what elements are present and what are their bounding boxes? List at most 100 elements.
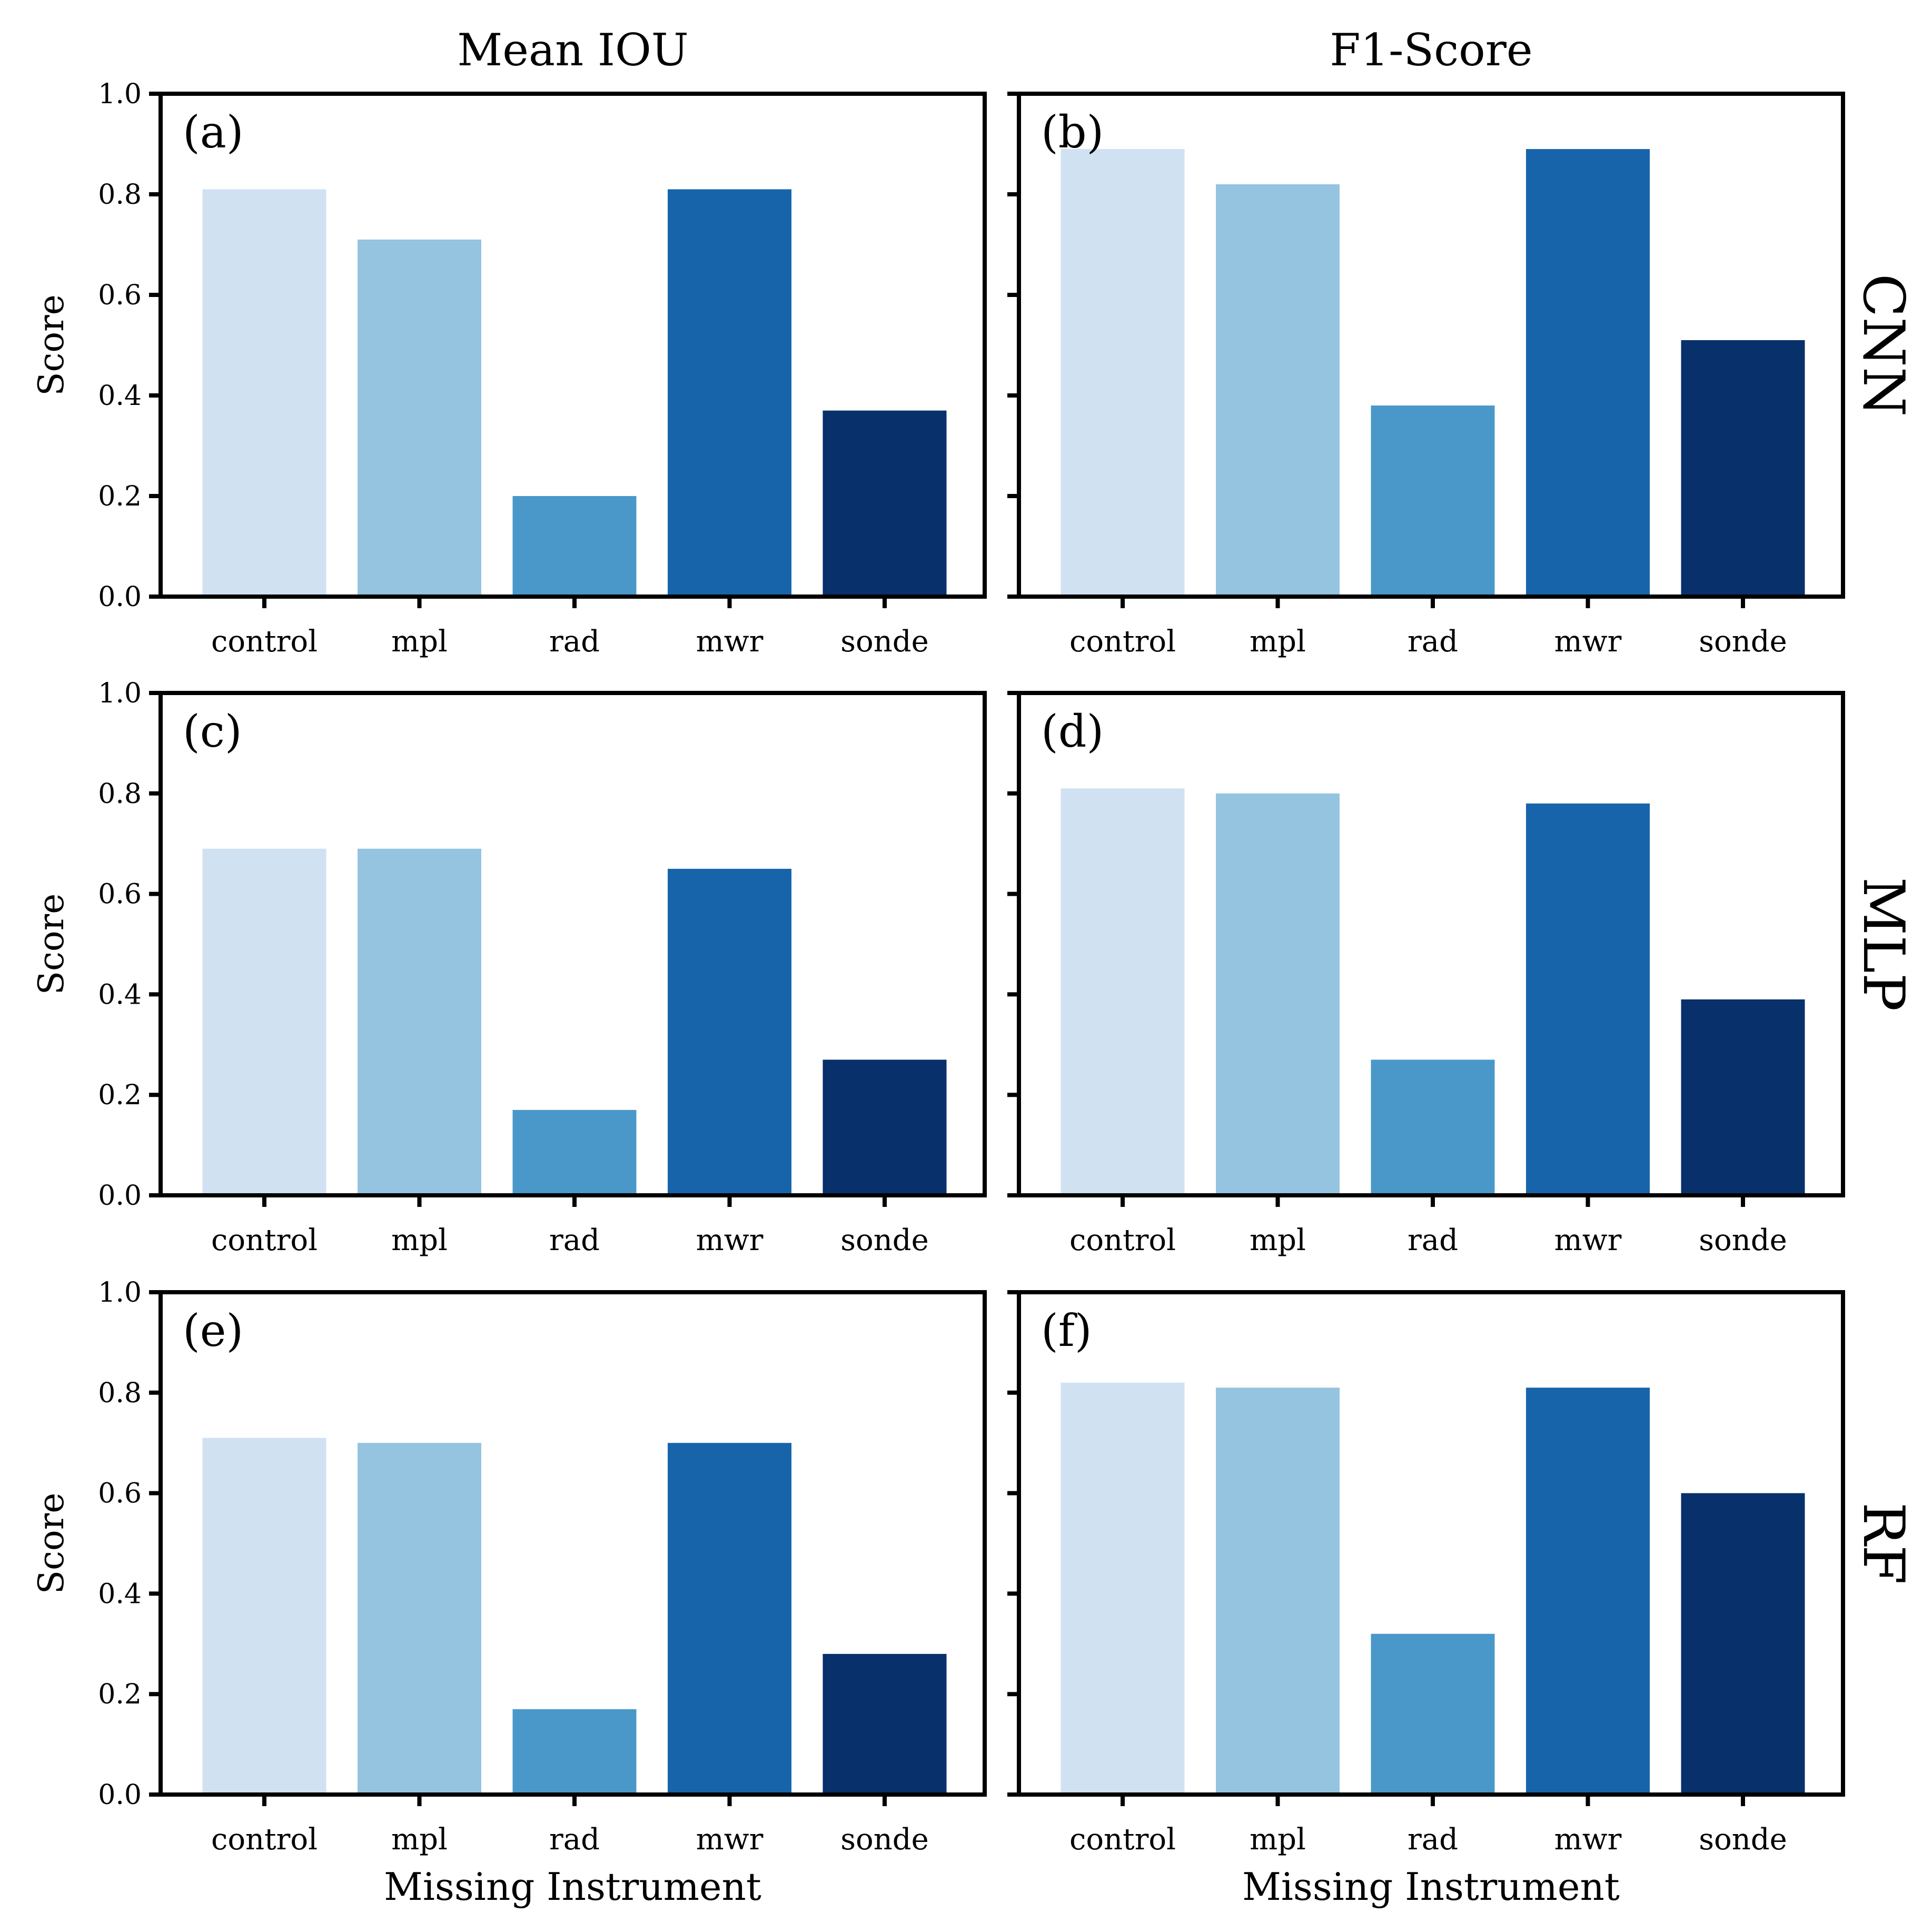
- y-tick-label: 0.6: [98, 1478, 142, 1510]
- bar-mpl: [1216, 793, 1340, 1195]
- y-tick-label: 0.6: [98, 280, 142, 311]
- x-tick-label-sonde: sonde: [1699, 1223, 1787, 1257]
- y-tick-label: 0.2: [98, 481, 142, 512]
- bar-rad: [512, 1109, 637, 1195]
- y-tick-label: 1.0: [98, 678, 142, 709]
- x-tick-label-rad: rad: [549, 1223, 600, 1257]
- panels: 0.0 0.2 0.4 0.6 0.8 1.0 control mpl rad mwr sonde (…: [31, 78, 1916, 1909]
- x-tick-label-mpl: mpl: [1250, 1223, 1306, 1257]
- x-axis-label: Missing Instrument: [1242, 1865, 1620, 1909]
- x-tick-label-mpl: mpl: [1250, 625, 1306, 659]
- bar-control: [202, 1438, 326, 1795]
- x-tick-label-mpl: mpl: [1250, 1822, 1306, 1857]
- bar-sonde: [1681, 999, 1805, 1195]
- bar-control: [1061, 149, 1185, 597]
- row-label-mlp: MLP: [1850, 877, 1916, 1012]
- x-tick-label-mwr: mwr: [696, 1822, 764, 1857]
- bar-sonde: [823, 1653, 947, 1795]
- panel-d: control mpl rad mwr sonde (d) MLP: [1007, 691, 1916, 1257]
- bar-mpl: [358, 1443, 481, 1795]
- bar-mpl: [1216, 184, 1340, 597]
- bar-mpl: [1216, 1388, 1340, 1795]
- row-label-cnn: CNN: [1850, 274, 1916, 417]
- x-tick-label-mpl: mpl: [391, 1223, 448, 1257]
- panel-label: (b): [1041, 106, 1104, 158]
- x-tick-label-control: control: [211, 1223, 318, 1257]
- x-tick-label-control: control: [211, 625, 318, 659]
- x-tick-label-mwr: mwr: [696, 1223, 764, 1257]
- y-axis-label: Score: [31, 294, 72, 396]
- bar-control: [202, 189, 326, 597]
- panel-c: 0.0 0.2 0.4 0.6 0.8 1.0 control mpl rad mwr sonde (…: [31, 678, 987, 1257]
- y-tick-label: 0.4: [98, 979, 142, 1010]
- x-tick-label-mpl: mpl: [391, 625, 448, 659]
- bar-mpl: [358, 239, 481, 597]
- x-tick-label-control: control: [1069, 1822, 1176, 1857]
- column-title-right: F1-Score: [1330, 24, 1532, 76]
- x-tick-label-rad: rad: [549, 625, 600, 659]
- x-tick-label-mwr: mwr: [1554, 1223, 1622, 1257]
- figure-titles: Mean IOU F1-Score: [457, 24, 1532, 76]
- bar-rad: [1371, 405, 1495, 597]
- y-tick-label: 0.8: [98, 1378, 142, 1409]
- bar-mwr: [1526, 149, 1650, 597]
- x-tick-label-mwr: mwr: [696, 625, 764, 659]
- panel-label: (a): [183, 106, 244, 158]
- bar-sonde: [823, 410, 947, 597]
- panel-a: 0.0 0.2 0.4 0.6 0.8 1.0 control mpl rad mwr sonde (…: [31, 78, 987, 659]
- y-tick-label: 1.0: [98, 78, 142, 110]
- y-tick-label: 0.4: [98, 1578, 142, 1610]
- x-tick-label-sonde: sonde: [840, 625, 929, 659]
- y-tick-label: 0.0: [98, 1180, 142, 1212]
- bar-rad: [512, 496, 637, 597]
- bar-rad: [1371, 1633, 1495, 1795]
- x-tick-label-mpl: mpl: [391, 1822, 448, 1857]
- y-tick-label: 0.8: [98, 179, 142, 211]
- bar-mwr: [1526, 1388, 1650, 1795]
- bar-mwr: [668, 189, 791, 597]
- bar-mwr: [668, 868, 791, 1195]
- bar-sonde: [1681, 340, 1805, 597]
- x-tick-label-rad: rad: [1408, 1223, 1458, 1257]
- x-tick-label-mwr: mwr: [1554, 625, 1622, 659]
- x-axis-label: Missing Instrument: [384, 1865, 761, 1909]
- column-title-left: Mean IOU: [457, 24, 688, 76]
- y-tick-label: 0.2: [98, 1079, 142, 1111]
- bar-sonde: [1681, 1493, 1805, 1795]
- bar-mwr: [1526, 803, 1650, 1195]
- panel-label: (d): [1041, 706, 1104, 757]
- bar-rad: [512, 1709, 637, 1795]
- y-tick-label: 1.0: [98, 1277, 142, 1309]
- panel-label: (c): [183, 706, 242, 757]
- bar-control: [1061, 788, 1185, 1195]
- panel-label: (f): [1041, 1305, 1092, 1356]
- y-axis-label: Score: [31, 1493, 72, 1594]
- y-tick-label: 0.8: [98, 778, 142, 810]
- x-tick-label-mwr: mwr: [1554, 1822, 1622, 1857]
- panel-label: (e): [183, 1305, 243, 1356]
- y-tick-label: 0.0: [98, 1779, 142, 1811]
- x-tick-label-sonde: sonde: [840, 1822, 929, 1857]
- x-tick-label-rad: rad: [1408, 625, 1458, 659]
- x-tick-label-rad: rad: [1408, 1822, 1458, 1857]
- y-axis-label: Score: [31, 894, 72, 995]
- x-tick-label-control: control: [211, 1822, 318, 1857]
- x-tick-label-control: control: [1069, 625, 1176, 659]
- x-tick-label-control: control: [1069, 1223, 1176, 1257]
- panel-f: control mpl rad mwr sonde (f) RF Missing Instru…: [1007, 1290, 1916, 1909]
- bar-sonde: [823, 1059, 947, 1195]
- bar-mpl: [358, 848, 481, 1195]
- panel-e: 0.0 0.2 0.4 0.6 0.8 1.0 control mpl rad mwr sonde (…: [31, 1277, 987, 1909]
- x-tick-label-rad: rad: [549, 1822, 600, 1857]
- bar-control: [202, 848, 326, 1195]
- bar-rad: [1371, 1059, 1495, 1195]
- bar-control: [1061, 1382, 1185, 1795]
- bar-mwr: [668, 1443, 791, 1795]
- x-tick-label-sonde: sonde: [840, 1223, 929, 1257]
- x-tick-label-sonde: sonde: [1699, 625, 1787, 659]
- y-tick-label: 0.4: [98, 380, 142, 412]
- y-tick-label: 0.2: [98, 1679, 142, 1710]
- panel-b: control mpl rad mwr sonde (b) CNN: [1007, 92, 1916, 659]
- y-tick-label: 0.0: [98, 581, 142, 613]
